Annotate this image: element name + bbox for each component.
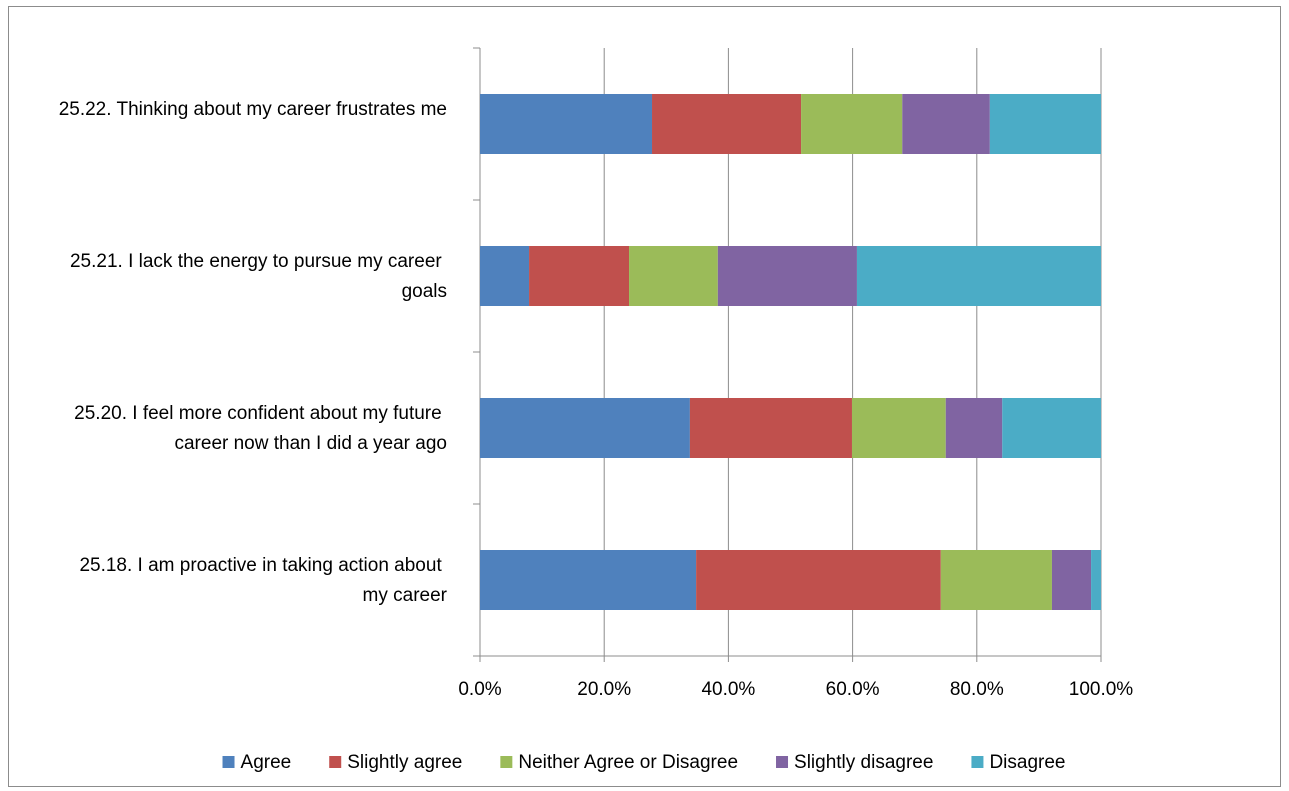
bar-segment [480, 246, 530, 306]
bar-segment [696, 550, 941, 610]
bar-segment [717, 246, 857, 306]
legend-swatch [500, 756, 513, 768]
bar-segment [480, 550, 697, 610]
x-tick-label: 40.0% [701, 679, 755, 700]
legend-label: Disagree [989, 752, 1065, 773]
legend-swatch [776, 756, 789, 768]
y-tick-label: 25.21. I lack the energy to pursue my ca… [70, 251, 447, 302]
x-tick-label: 60.0% [826, 679, 880, 700]
x-tick-label: 100.0% [1069, 679, 1134, 700]
bar-segment [1091, 550, 1101, 610]
legend-swatch [222, 756, 235, 768]
bar-segment [1051, 550, 1092, 610]
bar-segment [945, 398, 1003, 458]
y-tick-label: 25.22. Thinking about my career frustrat… [59, 99, 447, 120]
legend-swatch [971, 756, 984, 768]
bar-segment [480, 398, 690, 458]
x-tick-label: 80.0% [950, 679, 1004, 700]
bar-segment [851, 398, 946, 458]
bar-segment [689, 398, 852, 458]
x-tick-label: 0.0% [458, 679, 501, 700]
legend-label: Slightly disagree [794, 752, 933, 773]
bar-segment [989, 94, 1101, 154]
legend-label: Agree [241, 752, 292, 773]
bar-segment [652, 94, 802, 154]
bar-segment [480, 94, 653, 154]
y-tick-label: 25.20. I feel more confident about my fu… [74, 403, 447, 454]
bar-segment [940, 550, 1052, 610]
bar-segment [902, 94, 990, 154]
bar-segment [801, 94, 903, 154]
x-tick-label: 20.0% [577, 679, 631, 700]
bar-segment [856, 246, 1101, 306]
legend-label: Neither Agree or Disagree [518, 752, 738, 773]
bar-segment [1002, 398, 1101, 458]
legend-label: Slightly agree [347, 752, 462, 773]
bar-segment [529, 246, 630, 306]
y-tick-label: 25.18. I am proactive in taking action a… [79, 555, 447, 606]
bar-segment [629, 246, 718, 306]
legend-swatch [329, 756, 342, 768]
